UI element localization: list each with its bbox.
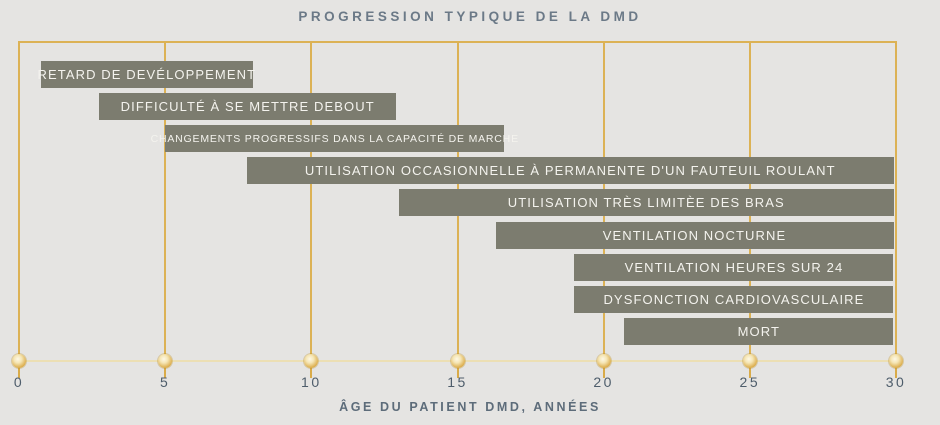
stage-bar-label: RETARD DE DEVÉLOPPEMENT [37, 67, 257, 82]
tick-marker [596, 354, 611, 368]
stage-bar: MORT [624, 317, 894, 345]
stage-bar-label: CHANGEMENTS PROGRESSIFS DANS LA CAPACITÉ… [150, 132, 519, 145]
plot-area: RETARD DE DEVÉLOPPEMENT DIFFICULTÉ À SE M… [12, 41, 903, 378]
stage-bar-label: DYSFONCTION CARDIOVASCULAIRE [603, 291, 865, 307]
tick-stem [456, 361, 459, 378]
tick-label: 20 [593, 374, 614, 390]
stage-bar: VENTILATION NOCTURNE [495, 221, 894, 249]
stage-bar-label: UTILISATION TRÈS LIMITÈE DES BRAS [507, 195, 785, 211]
stage-bar-label: MORT [737, 323, 780, 339]
tick-label: 15 [447, 374, 468, 390]
gridline [18, 41, 20, 361]
stage-bar-label: VENTILATION HEURES SUR 24 [624, 259, 844, 275]
tick-stem [310, 361, 313, 378]
tick-label: 30 [885, 374, 907, 390]
chart-title: PROGRESSION TYPIQUE DE LA DMD [298, 9, 642, 24]
tick-stem [748, 361, 751, 378]
stage-bar-label: DIFFICULTÉ À SE METTRE DEBOUT [120, 99, 375, 115]
tick-label: 25 [739, 374, 761, 390]
stage-bar: RETARD DE DEVÉLOPPEMENT [38, 61, 255, 88]
tick-marker [889, 354, 903, 368]
tick-stem [895, 361, 897, 378]
tick-marker [12, 354, 26, 368]
tick-label: 0 [13, 374, 25, 390]
stage-bar: UTILISATION TRÈS LIMITÈE DES BRAS [399, 189, 894, 217]
stage-bar: DYSFONCTION CARDIOVASCULAIRE [574, 285, 894, 313]
gridline [164, 41, 167, 361]
stage-bar: VENTILATION HEURES SUR 24 [574, 253, 894, 281]
tick-stem [602, 361, 605, 378]
x-axis-title: ÂGE DU PATIENT DMD, ANNÉES [339, 400, 601, 414]
gridline [310, 41, 313, 361]
tick-stem [18, 361, 20, 378]
tick-label: 5 [160, 374, 171, 390]
stage-bar-label: UTILISATION OCCASIONNELLE À PERMANENTE D… [304, 163, 836, 179]
tick-label: 10 [301, 374, 322, 390]
stage-bar: UTILISATION OCCASIONNELLE À PERMANENTE D… [247, 157, 894, 185]
tick-stem [164, 361, 167, 378]
tick-marker [158, 354, 173, 368]
tick-marker [304, 354, 319, 368]
stage-bar: DIFFICULTÉ À SE METTRE DEBOUT [99, 93, 397, 121]
stage-bar-label: VENTILATION NOCTURNE [602, 227, 787, 243]
tick-marker [450, 354, 465, 368]
gridline [895, 41, 897, 361]
stage-bar: CHANGEMENTS PROGRESSIFS DANS LA CAPACITÉ… [151, 125, 518, 153]
tick-marker [742, 354, 757, 368]
